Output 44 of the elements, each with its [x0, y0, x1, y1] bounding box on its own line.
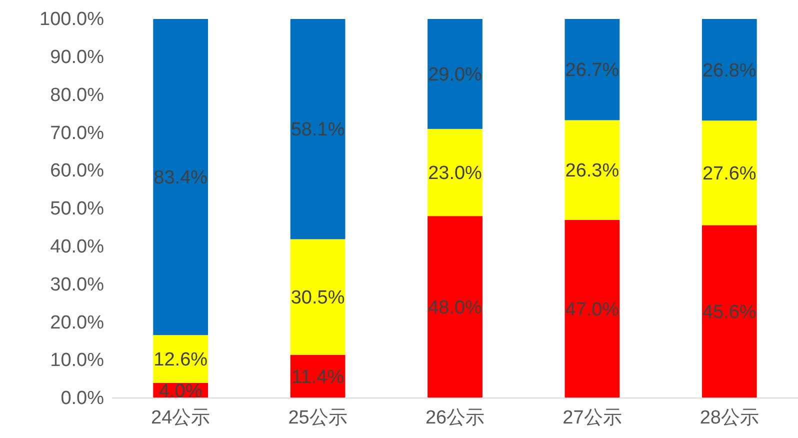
bar: [702, 120, 757, 226]
y-tick-label: 60.0%: [50, 160, 104, 182]
x-tick-label: 28公示: [700, 407, 759, 428]
y-tick-label: 30.0%: [50, 274, 104, 296]
y-tick-label: 50.0%: [50, 198, 104, 220]
bar: [564, 19, 620, 120]
data-label: 30.5%: [290, 288, 345, 309]
bar: [702, 225, 757, 398]
bar: [428, 128, 482, 216]
bar: [153, 19, 208, 336]
x-tick-label: 27公示: [562, 407, 622, 428]
bar: [702, 19, 757, 121]
data-label: 83.4%: [154, 168, 208, 189]
bar: [428, 216, 482, 398]
y-tick-label: 90.0%: [50, 46, 104, 68]
y-tick-label: 20.0%: [50, 312, 104, 334]
data-label: 11.4%: [292, 367, 344, 388]
y-tick-label: 100.0%: [40, 9, 104, 30]
bar: [564, 220, 620, 398]
bar: [290, 19, 346, 240]
data-label: 27.6%: [702, 164, 756, 185]
y-tick-label: 0.0%: [60, 388, 104, 410]
data-label: 58.1%: [290, 120, 345, 141]
bar: [564, 120, 620, 220]
x-tick-label: 24公示: [151, 407, 210, 428]
data-label: 48.0%: [428, 298, 482, 319]
bar: [428, 19, 482, 129]
data-label: 47.0%: [565, 300, 620, 321]
x-tick-label: 25公示: [288, 407, 348, 428]
data-label: 4.0%: [158, 381, 202, 402]
data-label: 23.0%: [428, 163, 482, 184]
y-tick-label: 40.0%: [50, 236, 104, 258]
y-tick-label: 70.0%: [50, 122, 104, 144]
bar: [290, 239, 346, 355]
data-label: 12.6%: [154, 350, 208, 371]
data-label: 26.3%: [565, 160, 620, 182]
data-label: 29.0%: [428, 64, 482, 86]
y-tick-label: 80.0%: [50, 84, 104, 106]
data-label: 26.8%: [702, 60, 756, 82]
data-label: 45.6%: [702, 302, 756, 324]
x-tick-label: 26公示: [425, 407, 485, 428]
data-label: 26.7%: [565, 60, 620, 82]
bar: [153, 335, 208, 383]
y-tick-label: 10.0%: [50, 350, 104, 372]
